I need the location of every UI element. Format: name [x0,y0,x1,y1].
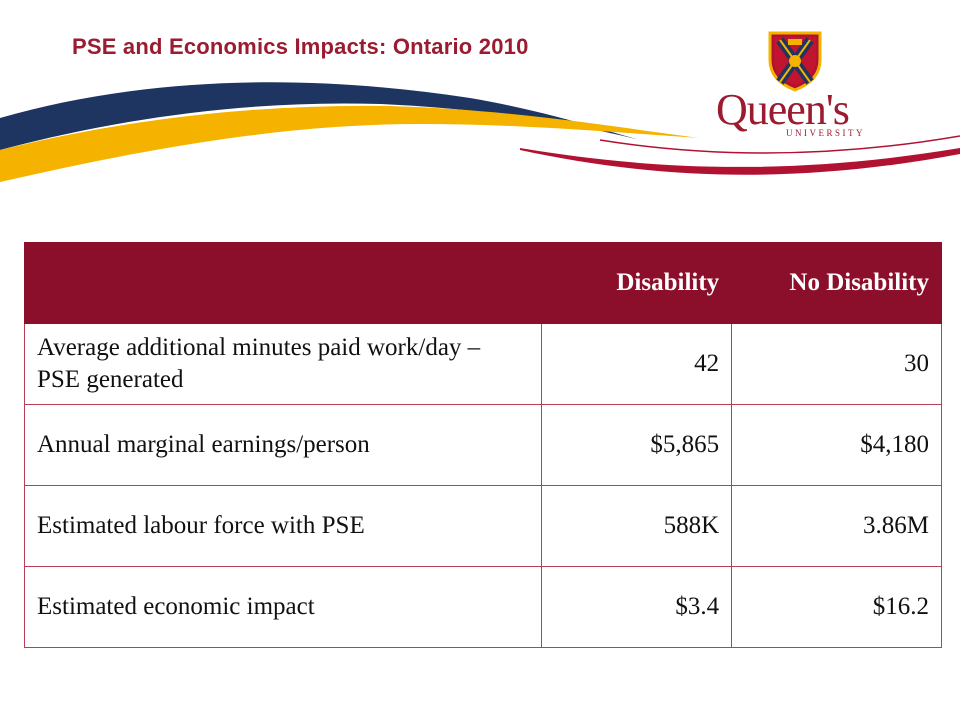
gold-swoosh [0,105,700,182]
header-no-disability: No Disability [731,242,942,324]
disability-value: 42 [541,323,733,405]
row-label: Annual marginal earnings/person [23,404,543,486]
disability-value: $5,865 [541,404,733,486]
table-row: Average additional minutes paid work/day… [23,323,942,405]
row-label: Estimated economic impact [23,566,543,648]
header-disability: Disability [541,242,733,324]
no-disability-value: 30 [731,323,942,405]
decorative-swooshes [0,82,960,182]
header-blank [23,242,543,324]
red-swoosh-thin [599,135,960,154]
crest-icon [768,31,822,92]
no-disability-value: $16.2 [731,566,942,648]
table-row: Estimated labour force with PSE 588K 3.8… [23,485,942,567]
no-disability-value: $4,180 [731,404,942,486]
logo-subtitle: UNIVERSITY [786,128,865,138]
red-swoosh [520,148,960,175]
table-row: Estimated economic impact $3.4 $16.2 [23,566,942,648]
queens-university-logo: Queen's UNIVERSITY [716,30,876,142]
row-label: Estimated labour force with PSE [23,485,543,567]
no-disability-value: 3.86M [731,485,942,567]
table-header-row: Disability No Disability [23,242,942,324]
slide-title: PSE and Economics Impacts: Ontario 2010 [72,34,529,59]
row-label: Average additional minutes paid work/day… [23,323,543,405]
logo-wordmark: Queen's [716,85,850,134]
table-row: Annual marginal earnings/person $5,865 $… [23,404,942,486]
impacts-table: Disability No Disability Average additio… [23,242,942,648]
navy-swoosh [0,82,640,150]
disability-value: $3.4 [541,566,733,648]
disability-value: 588K [541,485,733,567]
